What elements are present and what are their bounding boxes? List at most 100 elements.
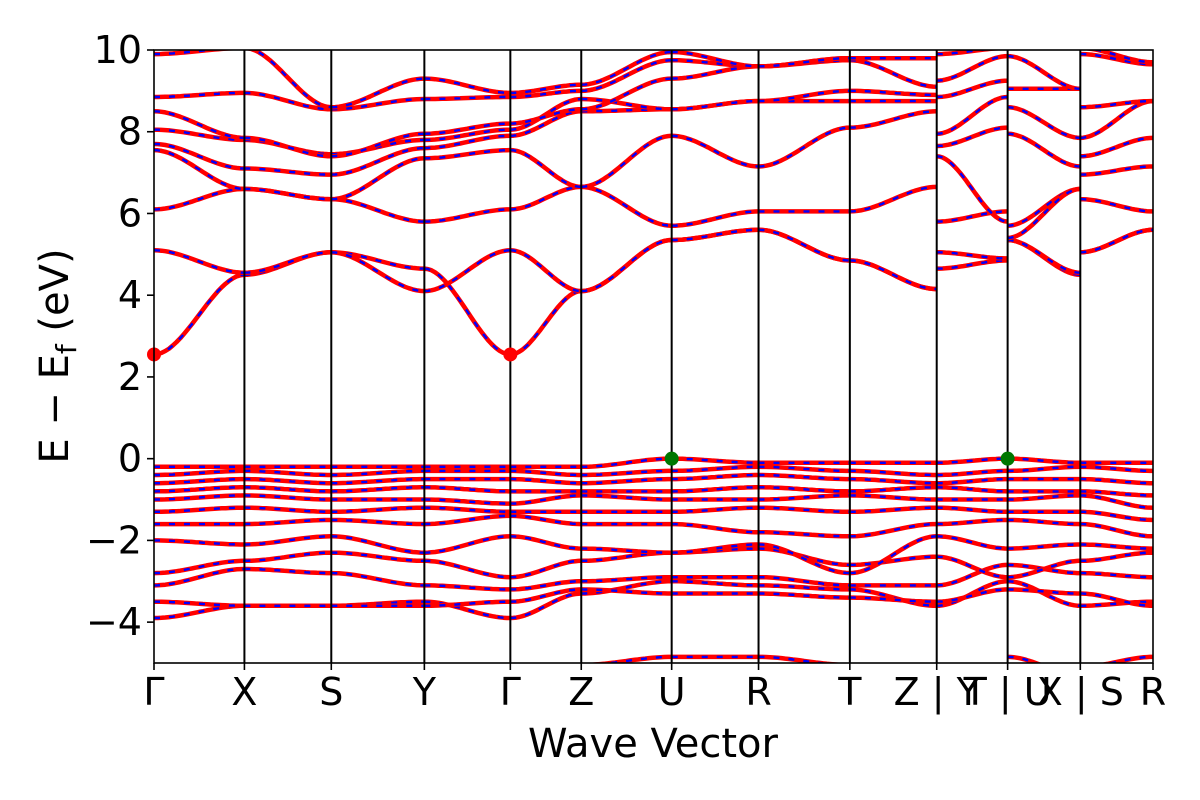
band-10-segment-7 [671,472,759,482]
band-19-segment-4 [424,121,511,137]
band-8-overlay-11 [1007,494,1081,501]
band-6-segment-4 [424,513,511,527]
band-1-segment-7 [671,579,759,588]
band-8 [154,493,1153,510]
band-15-segment-4 [424,207,511,224]
band-5-overlay-9 [849,535,937,575]
band-6 [154,513,1153,539]
band-20-overlay-6 [581,59,672,93]
band-9-segment-2 [244,485,332,494]
band-5-overlay-11 [1007,543,1081,550]
band-19-overlay-12 [1080,99,1153,109]
band-16-segment-5 [510,147,582,190]
band-4-segment-9 [849,554,937,568]
band-9 [154,485,1153,498]
band-1-overlay-5 [510,592,582,620]
band-2-overlay-5 [510,588,582,603]
band-11 [154,464,1153,478]
band-14-overlay-2 [244,251,332,274]
x-tick-label-6: Z [568,670,594,714]
y-tick-label-2: −2 [86,518,142,562]
band-5-segment-4 [424,534,511,555]
band-20-segment-4 [424,94,511,102]
band-5 [154,534,1153,576]
band-7-segment-7 [671,505,759,515]
band-19-overlay-1 [154,110,245,140]
band-18-segment-12 [1080,98,1153,141]
band-18-segment-7 [671,98,759,112]
band-3-overlay-10 [936,563,1008,587]
band-21-overlay-8 [758,57,850,68]
band-21 [154,50,1153,110]
band-1-overlay-6 [581,580,672,595]
band-8-segment-2 [244,493,332,502]
band-3-overlay-8 [758,576,850,587]
band-14-overlay-4 [424,249,511,293]
band-20-segment-2 [244,90,332,112]
band-20-overlay-10 [936,54,1008,82]
band-21-overlay-5 [510,83,582,95]
band-13-overlay-10 [936,259,1008,270]
band-11-segment-7 [671,464,759,474]
band-1-overlay-12 [1080,600,1153,607]
y-tick-label-6: 6 [118,191,142,235]
band-20-overlay-5 [510,89,582,99]
band-5-overlay-5 [510,535,582,550]
band-8-overlay-8 [758,494,850,501]
band-3-overlay-11 [1007,563,1081,575]
band-18-overlay-1 [154,128,245,142]
band-3-overlay-3 [331,571,425,587]
band-5-overlay-6 [581,547,672,554]
band-8-overlay-5 [510,494,582,505]
band-11-overlay-8 [758,465,850,473]
x-tick-label-10: Z | Y [894,670,981,715]
band-10-overlay-3 [331,477,425,485]
band-10-segment-2 [244,476,332,486]
band-10-overlay-8 [758,473,850,481]
band-13-overlay-5 [510,289,582,356]
band-21-overlay-2 [250,50,332,109]
band-4-segment-2 [244,550,332,564]
band-9-overlay-3 [331,486,425,493]
band-8-overlay-6 [581,494,672,501]
band-17-overlay-1 [154,142,245,170]
band-16-overlay-1 [154,148,245,191]
band-1-overlay-8 [758,584,850,591]
band-11-overlay-5 [510,469,582,477]
band-16-segment-4 [424,147,511,161]
band-15-overlay-5 [510,185,582,211]
band-10-overlay-12 [1080,477,1153,485]
band-16-overlay-12 [1080,165,1153,176]
x-tick-label-11: T | U [963,670,1052,715]
band-10 [154,472,1153,486]
band-5-overlay-8 [758,543,850,575]
x-tick-label-4: Y [412,670,437,714]
band-15-overlay-9 [849,185,937,213]
band-6-overlay-11 [1007,518,1081,526]
band-6-overlay-8 [758,531,850,538]
y-axis-label-subscript: f [50,343,83,354]
band-16-overlay-7 [671,134,759,168]
band-9-segment-4 [424,485,511,494]
band-4-overlay-3 [331,551,425,562]
band-14 [154,227,1153,294]
band-6-overlay-5 [510,514,582,526]
band-23-overlay-12 [1105,655,1153,663]
band-9-overlay-12 [1080,490,1153,497]
band-10-overlay-10 [936,477,1008,485]
band-6-segment-9 [849,521,937,539]
band-2 [154,587,1153,609]
x-axis-ticks: Γ X S Y Γ Z U R T Z | YT | UX | S R [143,663,1166,715]
band-21-segment-7 [671,50,759,69]
band-17-overlay-5 [510,110,582,137]
band-15-overlay-6 [581,185,672,227]
band-19-overlay-9 [849,59,937,88]
band-4-overlay-11 [1007,559,1081,579]
x-axis-label: Wave Vector [528,721,779,767]
band-10-segment-9 [849,476,937,486]
x-tick-label-8: R [745,670,771,714]
band-5-overlay-1 [154,539,245,546]
y-axis-ticks: −4 −2 0 2 4 6 8 10 [86,28,154,644]
band-16-overlay-3 [331,157,425,201]
band-14-overlay-12 [1080,228,1153,254]
